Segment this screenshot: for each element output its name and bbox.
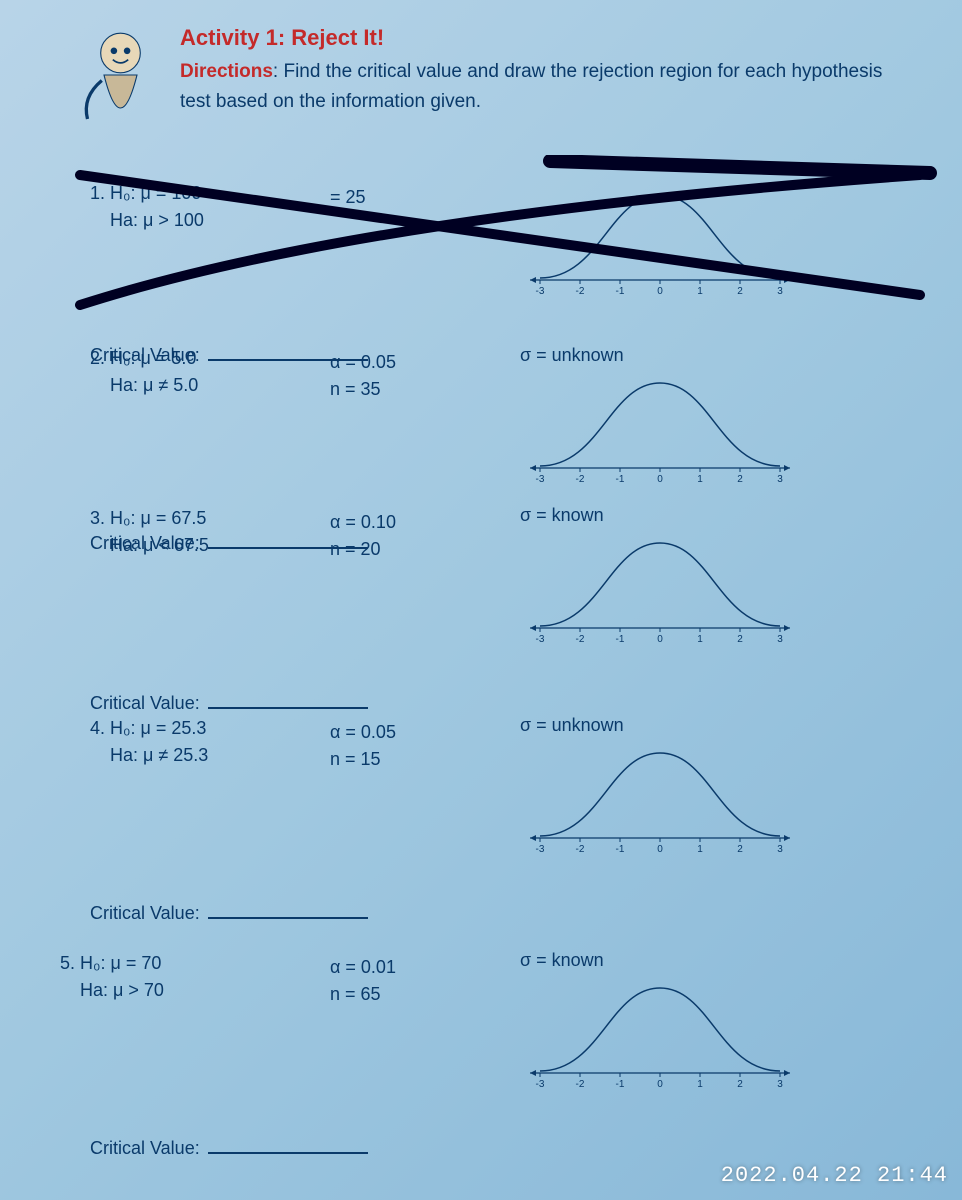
svg-text:2: 2: [737, 474, 743, 485]
svg-text:-1: -1: [616, 844, 625, 855]
p4-ha: Ha: μ ≠ 25.3: [110, 745, 208, 765]
svg-text:0: 0: [657, 474, 663, 485]
header: Activity 1: Reject It! Directions: Find …: [180, 25, 902, 118]
worksheet-page: Activity 1: Reject It! Directions: Find …: [0, 0, 962, 1200]
p5-alpha: α = 0.01: [330, 957, 396, 977]
p4-num: 4.: [90, 718, 105, 738]
p4-critical-value: Critical Value:: [90, 903, 932, 924]
p2-num: 2.: [90, 348, 105, 368]
svg-text:2: 2: [737, 634, 743, 645]
p5-cv-blank: [208, 1152, 368, 1154]
p3-alpha: α = 0.10: [330, 512, 396, 532]
svg-text:3: 3: [777, 844, 783, 855]
svg-text:-3: -3: [536, 474, 545, 485]
timestamp: 2022.04.22 21:44: [721, 1163, 948, 1188]
p4-curve: -3 -2 -1 0 1 2 3: [510, 738, 810, 868]
problem-5: 5. H₀: μ = 70 Ha: μ > 70 α = 0.01 n = 65…: [90, 950, 932, 1159]
p5-n: n = 65: [330, 984, 381, 1004]
cross-out-icon: [60, 155, 940, 325]
p4-sigma: σ = unknown: [520, 715, 932, 736]
svg-text:-3: -3: [536, 634, 545, 645]
p5-curve: -3 -2 -1 0 1 2 3: [510, 973, 810, 1103]
svg-text:-2: -2: [576, 844, 585, 855]
p5-critical-value: Critical Value:: [90, 1138, 932, 1159]
p3-h0: H₀: μ = 67.5: [110, 508, 206, 528]
svg-text:1: 1: [697, 844, 703, 855]
p2-ha: Ha: μ ≠ 5.0: [110, 375, 198, 395]
p4-h0: H₀: μ = 25.3: [110, 718, 206, 738]
svg-text:-3: -3: [536, 844, 545, 855]
p3-num: 3.: [90, 508, 105, 528]
svg-text:0: 0: [657, 634, 663, 645]
svg-text:-1: -1: [616, 1079, 625, 1090]
p4-n: n = 15: [330, 749, 381, 769]
svg-text:-3: -3: [536, 1079, 545, 1090]
directions-label: Directions: [180, 61, 273, 82]
p3-ha: Ha: μ < 67.5: [110, 535, 209, 555]
p5-num: 5.: [60, 953, 75, 973]
activity-title: Activity 1: Reject It!: [180, 25, 902, 51]
p2-alpha: α = 0.05: [330, 352, 396, 372]
svg-text:1: 1: [697, 474, 703, 485]
p2-sigma: σ = unknown: [520, 345, 932, 366]
p3-sigma: σ = known: [520, 505, 932, 526]
directions: Directions: Find the critical value and …: [180, 57, 902, 118]
problem-3: 3. H₀: μ = 67.5 Ha: μ < 67.5 α = 0.10 n …: [90, 505, 932, 714]
p4-alpha: α = 0.05: [330, 722, 396, 742]
svg-text:2: 2: [737, 1079, 743, 1090]
directions-text: : Find the critical value and draw the r…: [180, 61, 882, 112]
p5-sigma: σ = known: [520, 950, 932, 971]
p2-n: n = 35: [330, 379, 381, 399]
svg-text:1: 1: [697, 634, 703, 645]
p4-cv-blank: [208, 917, 368, 919]
mascot-icon: [60, 20, 170, 130]
svg-text:-1: -1: [616, 634, 625, 645]
svg-text:-1: -1: [616, 474, 625, 485]
svg-text:-2: -2: [576, 634, 585, 645]
svg-text:1: 1: [697, 1079, 703, 1090]
p3-curve: -3 -2 -1 0 1 2 3: [510, 528, 810, 658]
svg-text:3: 3: [777, 634, 783, 645]
p5-ha: Ha: μ > 70: [80, 980, 164, 1000]
p3-n: n = 20: [330, 539, 381, 559]
p3-cv-blank: [208, 707, 368, 709]
p2-h0: H₀: μ = 5.0: [110, 348, 196, 368]
svg-text:0: 0: [657, 844, 663, 855]
svg-text:3: 3: [777, 1079, 783, 1090]
svg-text:2: 2: [737, 844, 743, 855]
svg-text:3: 3: [777, 474, 783, 485]
problem-4: 4. H₀: μ = 25.3 Ha: μ ≠ 25.3 α = 0.05 n …: [90, 715, 932, 924]
p3-critical-value: Critical Value:: [90, 693, 932, 714]
svg-text:-2: -2: [576, 474, 585, 485]
svg-text:0: 0: [657, 1079, 663, 1090]
p2-curve: -3 -2 -1 0 1 2 3: [510, 368, 810, 498]
svg-text:-2: -2: [576, 1079, 585, 1090]
p5-h0: H₀: μ = 70: [80, 953, 161, 973]
